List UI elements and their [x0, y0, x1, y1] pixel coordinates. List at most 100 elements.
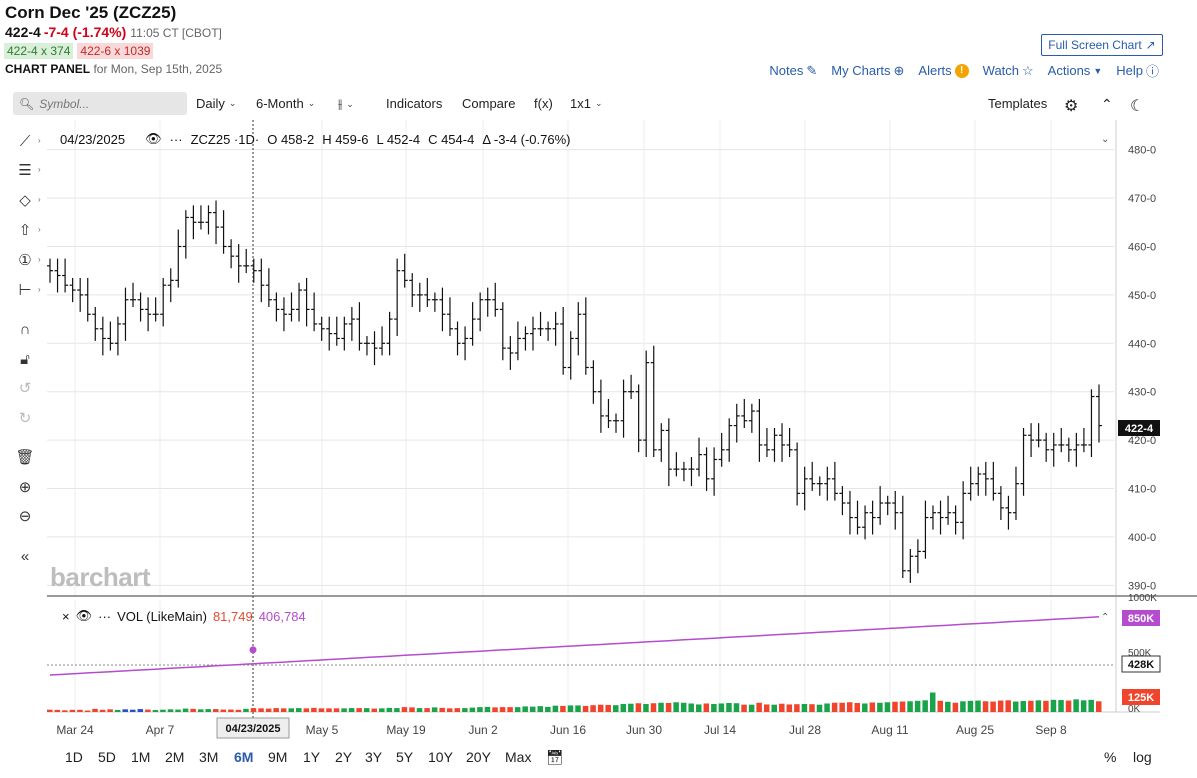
volume-bar — [296, 708, 302, 712]
volume-bar — [424, 708, 430, 712]
alerts-link[interactable]: Alerts! — [918, 63, 969, 78]
volume-bar — [846, 702, 853, 712]
collapse-icon[interactable]: ⌃ — [1101, 96, 1113, 112]
interval-dropdown[interactable]: Daily ⌄ — [196, 96, 236, 111]
search-icon: 🔍︎ — [19, 96, 35, 111]
volume-bar — [582, 705, 589, 712]
volume-bar — [77, 709, 83, 712]
period-dropdown[interactable]: 6-Month ⌄ — [256, 96, 315, 111]
bid-badge: 422-4 x 374 — [4, 43, 74, 59]
measure-tool-icon[interactable]: ⊢ › — [18, 282, 41, 299]
range-2y[interactable]: 2Y — [335, 749, 353, 765]
range-max[interactable]: Max — [505, 749, 532, 765]
bar-chart-icon: ⫲ — [338, 96, 343, 111]
indicators-button[interactable]: Indicators — [386, 96, 442, 111]
range-3m[interactable]: 3M — [199, 749, 219, 765]
dark-mode-moon-icon[interactable]: ☾ — [1130, 98, 1145, 115]
volume-bar — [929, 692, 936, 712]
x-tick-label: Aug 25 — [956, 723, 994, 737]
ask-badge: 422-6 x 1039 — [77, 43, 154, 59]
number-tool-icon[interactable]: ① › — [18, 252, 41, 269]
volume-bar — [114, 709, 121, 712]
header-links: Notes ✎ My Charts ⊕ Alerts! Watch ☆ Actions… — [769, 61, 1159, 80]
volume-bar — [869, 702, 876, 712]
close-icon[interactable]: × — [62, 608, 70, 624]
volume-last-tag — [1122, 689, 1160, 705]
my-charts-label: My Charts — [831, 63, 891, 78]
compare-button[interactable]: Compare — [462, 96, 515, 111]
volume-bar — [937, 700, 944, 712]
last-price: 422-4 — [5, 24, 41, 40]
volume-bar — [333, 708, 340, 712]
volume-bar — [318, 708, 325, 712]
volume-bar — [748, 704, 755, 712]
volume-bar — [152, 710, 159, 712]
volume-bar — [552, 705, 559, 712]
actions-menu[interactable]: Actions ▼ — [1048, 63, 1103, 78]
volume-bar — [560, 705, 566, 712]
volume-bar — [658, 702, 664, 712]
range-10y[interactable]: 10Y — [428, 749, 453, 765]
range-9m[interactable]: 9M — [268, 749, 288, 765]
trash-icon[interactable]: 🗑︎ — [15, 449, 35, 466]
volume-bar — [771, 704, 777, 712]
alerts-label: Alerts — [918, 63, 952, 78]
volume-tick-label: 1000K — [1128, 593, 1157, 604]
volume-bar — [620, 703, 627, 712]
fib-tool-icon[interactable]: ☰ › — [18, 162, 41, 179]
volume-bar — [892, 701, 898, 712]
chart-type-dropdown[interactable]: ⫲ ⌄ — [338, 96, 354, 112]
magnet-icon[interactable]: ∩ — [19, 320, 31, 338]
lock-icon[interactable]: 🔓︎ — [20, 350, 30, 368]
range-1m[interactable]: 1M — [131, 749, 151, 765]
range-2m[interactable]: 2M — [165, 749, 185, 765]
help-link[interactable]: Help ⓘ — [1116, 61, 1159, 80]
range-3y[interactable]: 3Y — [365, 749, 383, 765]
notes-link[interactable]: Notes ✎ — [769, 63, 817, 79]
collapse-toolbar-icon[interactable]: « — [20, 547, 30, 565]
volume-bar — [160, 709, 166, 712]
templates-button[interactable]: Templates — [988, 96, 1047, 111]
chevron-down-icon: ⌄ — [307, 98, 316, 108]
zoom-in-icon[interactable]: ⊕ — [18, 479, 32, 496]
range-5d[interactable]: 5D — [98, 749, 116, 765]
x-tick-label: May 5 — [306, 723, 339, 737]
symbol-search-input[interactable]: 🔍︎ Symbol... — [13, 92, 187, 115]
more-icon[interactable]: ··· — [169, 131, 183, 147]
volume-bar — [914, 700, 921, 712]
pane-expand-icon: ⌃ — [1101, 612, 1109, 623]
range-1d[interactable]: 1D — [65, 749, 83, 765]
full-screen-button[interactable]: Full Screen Chart ↗ — [1041, 34, 1163, 56]
range-5y[interactable]: 5Y — [396, 749, 414, 765]
x-tick-label: May 19 — [386, 723, 426, 737]
volume-bar — [190, 708, 196, 712]
volume-bar — [726, 702, 732, 712]
function-button[interactable]: f(x) — [534, 96, 553, 111]
panel-date: for Mon, Sep 15th, 2025 — [93, 62, 223, 76]
volume-bar — [99, 709, 106, 712]
more-icon[interactable]: ··· — [98, 608, 112, 624]
range-1y[interactable]: 1Y — [303, 749, 321, 765]
percent-toggle[interactable]: % — [1104, 749, 1117, 765]
undo-icon[interactable]: ↺ — [18, 380, 32, 397]
redo-icon[interactable]: ↻ — [18, 410, 32, 427]
calendar-icon[interactable]: 📅︎ — [546, 749, 564, 765]
eye-icon[interactable]: 👁︎ — [75, 608, 93, 623]
line-tool-icon[interactable]: ⟋ › — [19, 132, 41, 150]
eye-icon[interactable]: 👁︎ — [145, 131, 162, 146]
layout-dropdown[interactable]: 1x1 ⌄ — [570, 96, 603, 111]
range-6m[interactable]: 6M — [234, 749, 254, 765]
shape-tool-icon[interactable]: ◇ › — [19, 192, 41, 209]
arrow-tool-icon[interactable]: ⇧ › — [18, 222, 41, 239]
watch-link[interactable]: Watch ☆ — [983, 63, 1034, 79]
log-toggle[interactable]: log — [1133, 749, 1152, 765]
zoom-out-icon[interactable]: ⊖ — [18, 508, 32, 525]
volume-bar — [665, 702, 672, 712]
volume-bar — [1096, 701, 1102, 712]
my-charts-link[interactable]: My Charts ⊕ — [831, 63, 904, 79]
range-20y[interactable]: 20Y — [466, 749, 491, 765]
volume-bar — [499, 707, 506, 712]
price-volume-chart[interactable]: 480-0 470-0 460-0 450-0 440-0 430-0 420-0 410-0… — [0, 120, 1197, 742]
settings-gear-icon[interactable]: ⚙ — [1064, 98, 1079, 115]
volume-bar — [235, 709, 242, 712]
